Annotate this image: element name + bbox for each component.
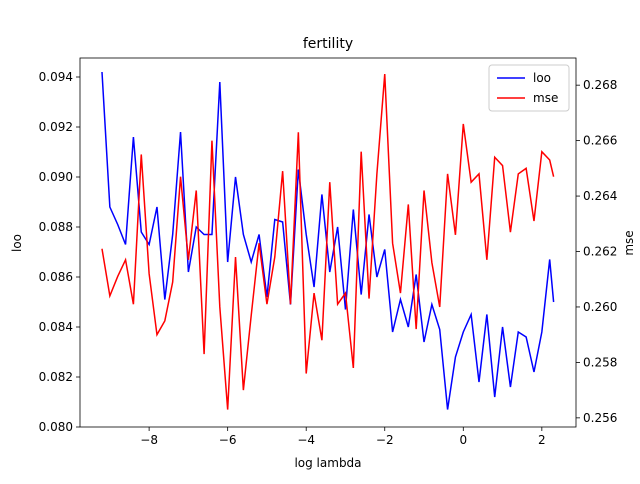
y-tick-label: 0.086 xyxy=(39,270,73,284)
y-tick-label: 0.094 xyxy=(39,70,73,84)
y-tick-label: 0.088 xyxy=(39,220,73,234)
y-tick-label: 0.080 xyxy=(39,420,73,434)
y-axis-label: loo xyxy=(10,234,24,252)
y2-tick-label: 0.266 xyxy=(583,134,617,148)
y2-tick-label: 0.268 xyxy=(583,78,617,92)
chart-title: fertility xyxy=(303,36,353,52)
x-tick-label: 2 xyxy=(538,433,546,447)
y2-tick-label: 0.262 xyxy=(583,245,617,259)
y2-axis-label: mse xyxy=(622,230,636,255)
y2-tick-label: 0.264 xyxy=(583,189,617,203)
y-tick-label: 0.084 xyxy=(39,320,73,334)
x-tick-label: 0 xyxy=(459,433,467,447)
legend-label: loo xyxy=(533,71,551,85)
x-tick-label: −6 xyxy=(219,433,237,447)
legend-box xyxy=(488,64,570,112)
x-tick-label: −4 xyxy=(297,433,315,447)
x-tick-label: −2 xyxy=(376,433,394,447)
plot-frame xyxy=(79,57,577,428)
x-axis-label: log lambda xyxy=(294,456,361,470)
legend-label: mse xyxy=(533,91,558,105)
y-tick-label: 0.082 xyxy=(39,370,73,384)
y-tick-label: 0.092 xyxy=(39,120,73,134)
y-tick-label: 0.090 xyxy=(39,170,73,184)
y2-tick-label: 0.256 xyxy=(583,411,617,425)
y2-tick-label: 0.258 xyxy=(583,355,617,369)
line-0 xyxy=(101,71,555,410)
x-tick-label: −8 xyxy=(140,433,158,447)
y2-tick-label: 0.260 xyxy=(583,300,617,314)
line-1 xyxy=(101,74,555,410)
